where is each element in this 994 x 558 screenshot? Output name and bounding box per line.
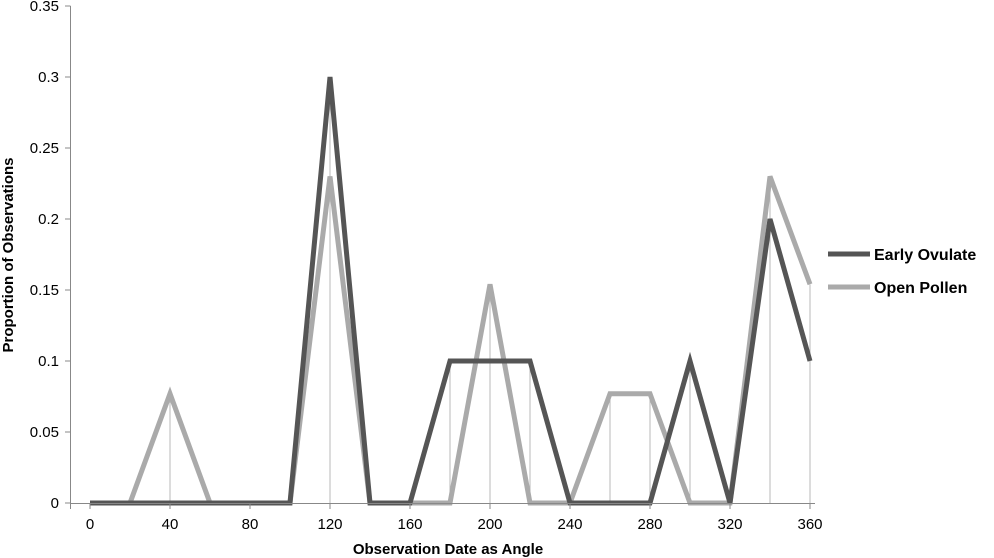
y-tick-label: 0 xyxy=(51,495,59,512)
x-tick-label: 280 xyxy=(637,516,662,533)
y-tick-label: 0.1 xyxy=(38,353,59,370)
x-axis-title: Observation Date as Angle xyxy=(353,541,543,558)
y-tick-label: 0.3 xyxy=(38,69,59,86)
y-tick-label: 0.15 xyxy=(30,282,59,299)
x-tick-label: 120 xyxy=(317,516,342,533)
x-tick-label: 40 xyxy=(162,516,179,533)
legend-label: Early Ovulate xyxy=(874,247,976,264)
y-axis-ticks: 0 0.05 0.1 0.15 0.2 0.25 0.3 0.35 xyxy=(30,0,71,512)
x-tick-label: 160 xyxy=(397,516,422,533)
x-axis-ticks: 0 40 80 120 160 200 240 280 320 360 xyxy=(86,503,823,533)
x-tick-label: 80 xyxy=(242,516,259,533)
legend-label: Open Pollen xyxy=(874,280,967,297)
y-tick-label: 0.05 xyxy=(30,424,59,441)
x-tick-label: 0 xyxy=(86,516,94,533)
x-tick-label: 200 xyxy=(477,516,502,533)
y-tick-label: 0.25 xyxy=(30,140,59,157)
x-tick-label: 320 xyxy=(717,516,742,533)
x-tick-label: 240 xyxy=(557,516,582,533)
y-tick-label: 0.35 xyxy=(30,0,59,15)
y-tick-label: 0.2 xyxy=(38,211,59,228)
x-tick-label: 360 xyxy=(797,516,822,533)
drop-lines xyxy=(169,77,811,503)
y-axis-title: Proportion of Observations xyxy=(0,157,17,352)
legend: Early Ovulate Open Pollen xyxy=(828,247,976,297)
